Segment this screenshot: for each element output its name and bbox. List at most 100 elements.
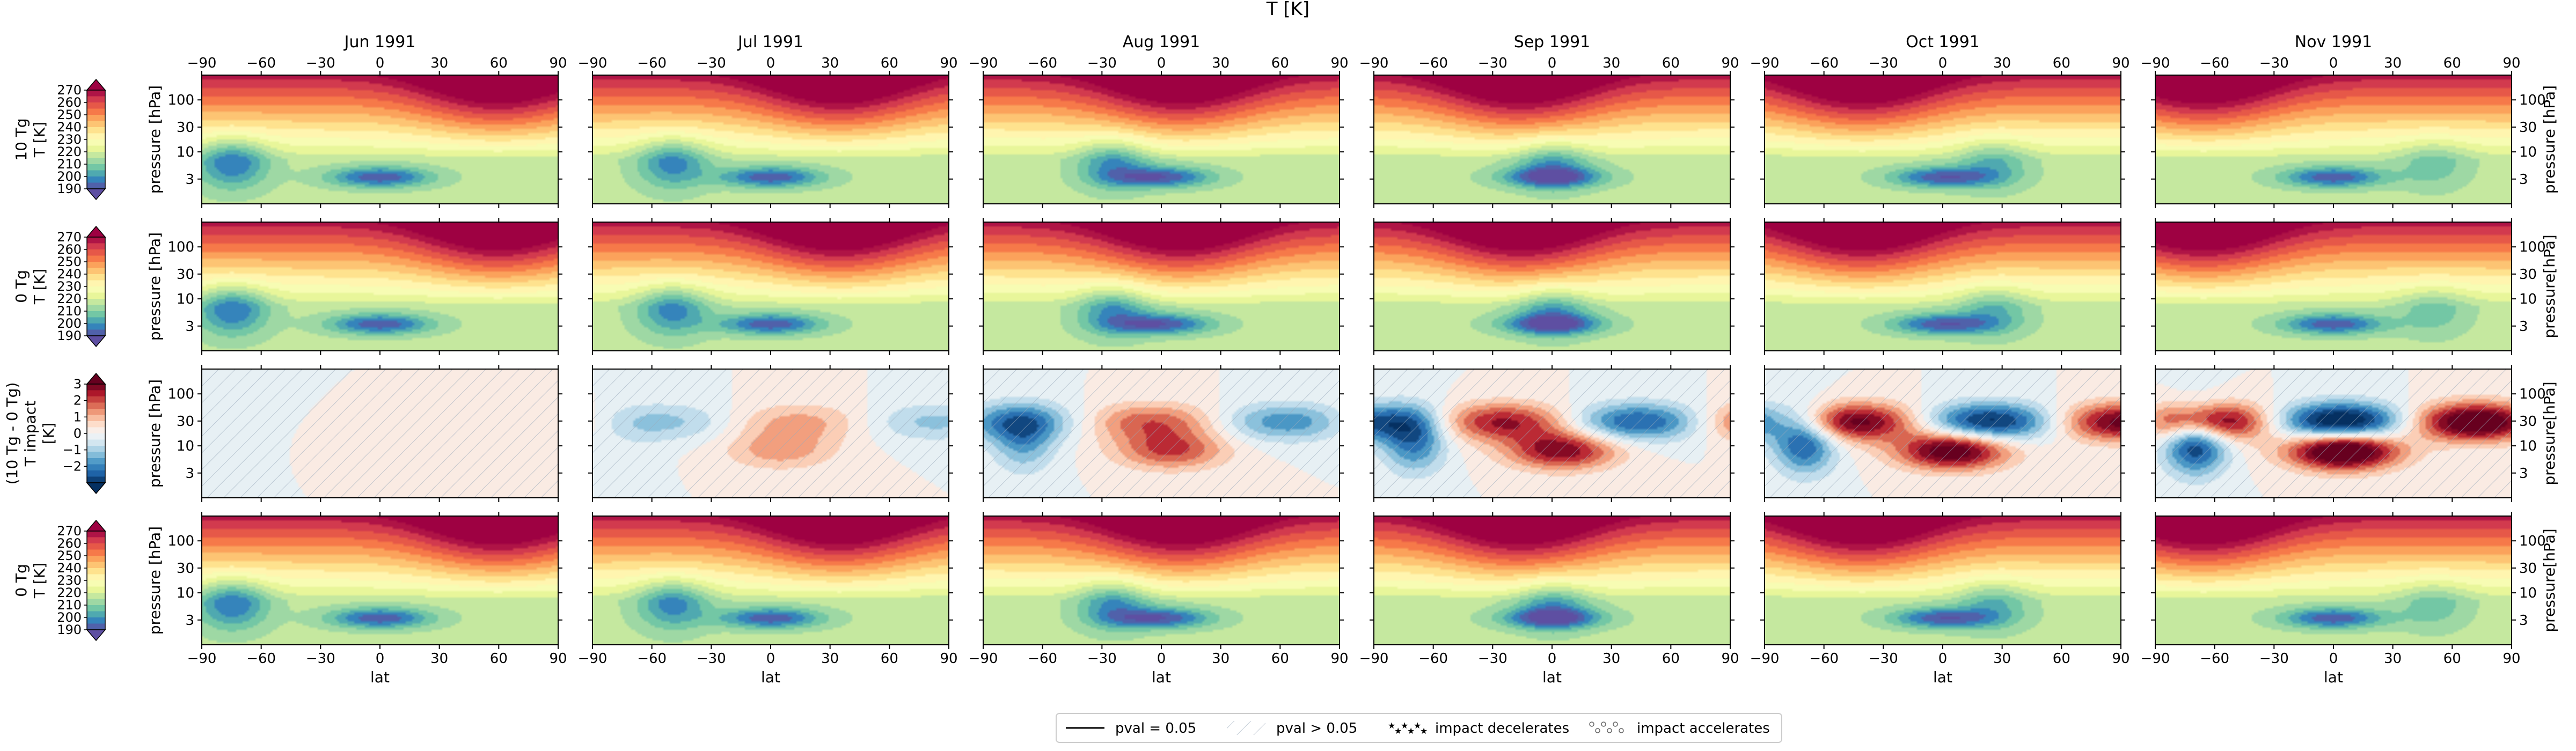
colorbar-segment: [87, 568, 105, 575]
x-tick-label: 0: [766, 651, 775, 667]
y-tick-label: 10: [2519, 438, 2537, 454]
x-axis-label: lat: [761, 668, 780, 686]
panel-title: Jul 1991: [737, 33, 803, 51]
colorbar-tick-label: 0: [74, 426, 82, 441]
colorbar-tick-label: 230: [57, 573, 82, 588]
panel-3-1: −90 −60 −30 0 30 60 90 lat: [578, 512, 958, 686]
x-tick-label: −90: [1359, 55, 1389, 71]
colorbar-2: −2−1 0 123 (10 Tg - 0 Tg) T impact [K]: [3, 372, 106, 495]
panel-1-3: [1370, 218, 1735, 355]
colorbar-segment: [87, 299, 105, 306]
x-tick-label: −30: [1478, 651, 1507, 667]
x-tick-label: 60: [2443, 55, 2461, 71]
row-label: 0 Tg: [12, 564, 30, 597]
panel-title: Nov 1991: [2295, 33, 2372, 51]
svg-text:★: ★: [1420, 726, 1428, 736]
y-tick-label: 3: [2519, 172, 2528, 188]
svg-text:★: ★: [1407, 726, 1415, 736]
x-tick-label: 60: [1271, 651, 1289, 667]
colorbar-segment: [87, 390, 105, 397]
colorbar-segment: [87, 108, 105, 115]
colorbar-tick-label: 250: [57, 107, 82, 122]
colorbar-tick-label: −2: [63, 459, 82, 474]
x-tick-label: 30: [1602, 55, 1620, 71]
hatch-region: [592, 369, 949, 498]
x-axis-label: lat: [1933, 668, 1952, 686]
x-tick-label: 90: [940, 55, 957, 71]
y-tick-label: 3: [185, 319, 194, 335]
panel-0-5: −90 −60 −30 0 30 60 90 Nov 1991 3 10 30 100pressure…: [2141, 33, 2558, 208]
legend-entry: impact accelerates: [1589, 720, 1770, 737]
legend-box: pval = 0.05 pval > 0.05 ★★★★★★ impact decel…: [1056, 713, 1782, 743]
x-tick-label: −30: [306, 55, 335, 71]
panel-0-4: −90 −60 −30 0 30 60 90 Oct 1991: [1750, 33, 2130, 208]
x-tick-label: 90: [2502, 55, 2520, 71]
panel-field: [592, 516, 949, 645]
colorbar-segment: [87, 139, 105, 146]
panel-title: Oct 1991: [1906, 33, 1980, 51]
x-tick-label: 30: [430, 651, 448, 667]
y-axis-label-left: pressure [hPa]: [146, 232, 164, 341]
colorbar-segment: [87, 255, 105, 262]
y-tick-label: 30: [177, 267, 194, 283]
colorbar-segment: [87, 458, 105, 465]
colorbar-segment: [87, 549, 105, 556]
colorbar-segment: [87, 152, 105, 159]
legend-label: impact accelerates: [1637, 720, 1770, 737]
y-tick-label: 100: [167, 533, 194, 549]
y-tick-label: 100: [167, 92, 194, 108]
legend-label: pval > 0.05: [1276, 720, 1357, 737]
colorbar-tick-label: 200: [57, 316, 82, 331]
x-tick-label: 30: [2384, 55, 2402, 71]
y-tick-label: 10: [177, 144, 194, 160]
x-tick-label: −60: [637, 651, 667, 667]
y-axis-label-right: pressure[hPa]: [2541, 381, 2558, 485]
x-tick-label: −60: [1809, 55, 1839, 71]
colorbar-tick-label: 240: [57, 267, 82, 282]
y-tick-label: 10: [177, 291, 194, 307]
panel-0-3: −90 −60 −30 0 30 60 90 Sep 1991: [1359, 33, 1739, 208]
x-tick-label: 60: [2053, 651, 2070, 667]
x-tick-label: 0: [1938, 651, 1948, 667]
colorbar-tick-label: 2: [74, 393, 82, 408]
x-tick-label: −90: [2141, 55, 2170, 71]
colorbar-segment: [87, 384, 105, 391]
y-tick-label: 30: [2519, 267, 2537, 283]
colorbar-tick-label: 240: [57, 561, 82, 576]
hatch-region: [1765, 369, 2121, 498]
colorbar-segment: [87, 280, 105, 287]
colorbar-tick-label: 210: [57, 598, 82, 613]
colorbar-segment: [87, 249, 105, 256]
colorbar-segment: [87, 274, 105, 281]
panel-field: [202, 75, 558, 204]
x-tick-label: −90: [1750, 651, 1780, 667]
svg-text:★: ★: [1394, 726, 1402, 736]
x-tick-label: 30: [1212, 55, 1230, 71]
row-label: T impact: [21, 401, 39, 467]
x-tick-label: −90: [1359, 651, 1389, 667]
hatch-region: [983, 369, 1340, 498]
colorbar-segment: [87, 580, 105, 587]
colorbar-segment: [87, 133, 105, 140]
y-tick-label: 30: [177, 561, 194, 577]
row-label: (10 Tg - 0 Tg): [3, 382, 21, 485]
row-label: 10 Tg: [12, 118, 30, 160]
x-tick-label: −90: [578, 651, 608, 667]
colorbar-tick-label: 270: [57, 83, 82, 98]
colorbar-tick-label: 260: [57, 242, 82, 257]
colorbar-segment: [87, 556, 105, 563]
colorbar-segment: [87, 415, 105, 422]
x-tick-label: 90: [2112, 55, 2129, 71]
x-tick-label: 60: [1662, 55, 1680, 71]
svg-text:★: ★: [1388, 720, 1395, 731]
colorbar-segment: [87, 262, 105, 269]
x-tick-label: −90: [187, 651, 217, 667]
colorbar-extend-bottom: [86, 335, 106, 348]
x-tick-label: 30: [821, 55, 839, 71]
colorbar-segment: [87, 623, 105, 630]
colorbar-segment: [87, 617, 105, 624]
x-tick-label: 30: [1993, 55, 2011, 71]
